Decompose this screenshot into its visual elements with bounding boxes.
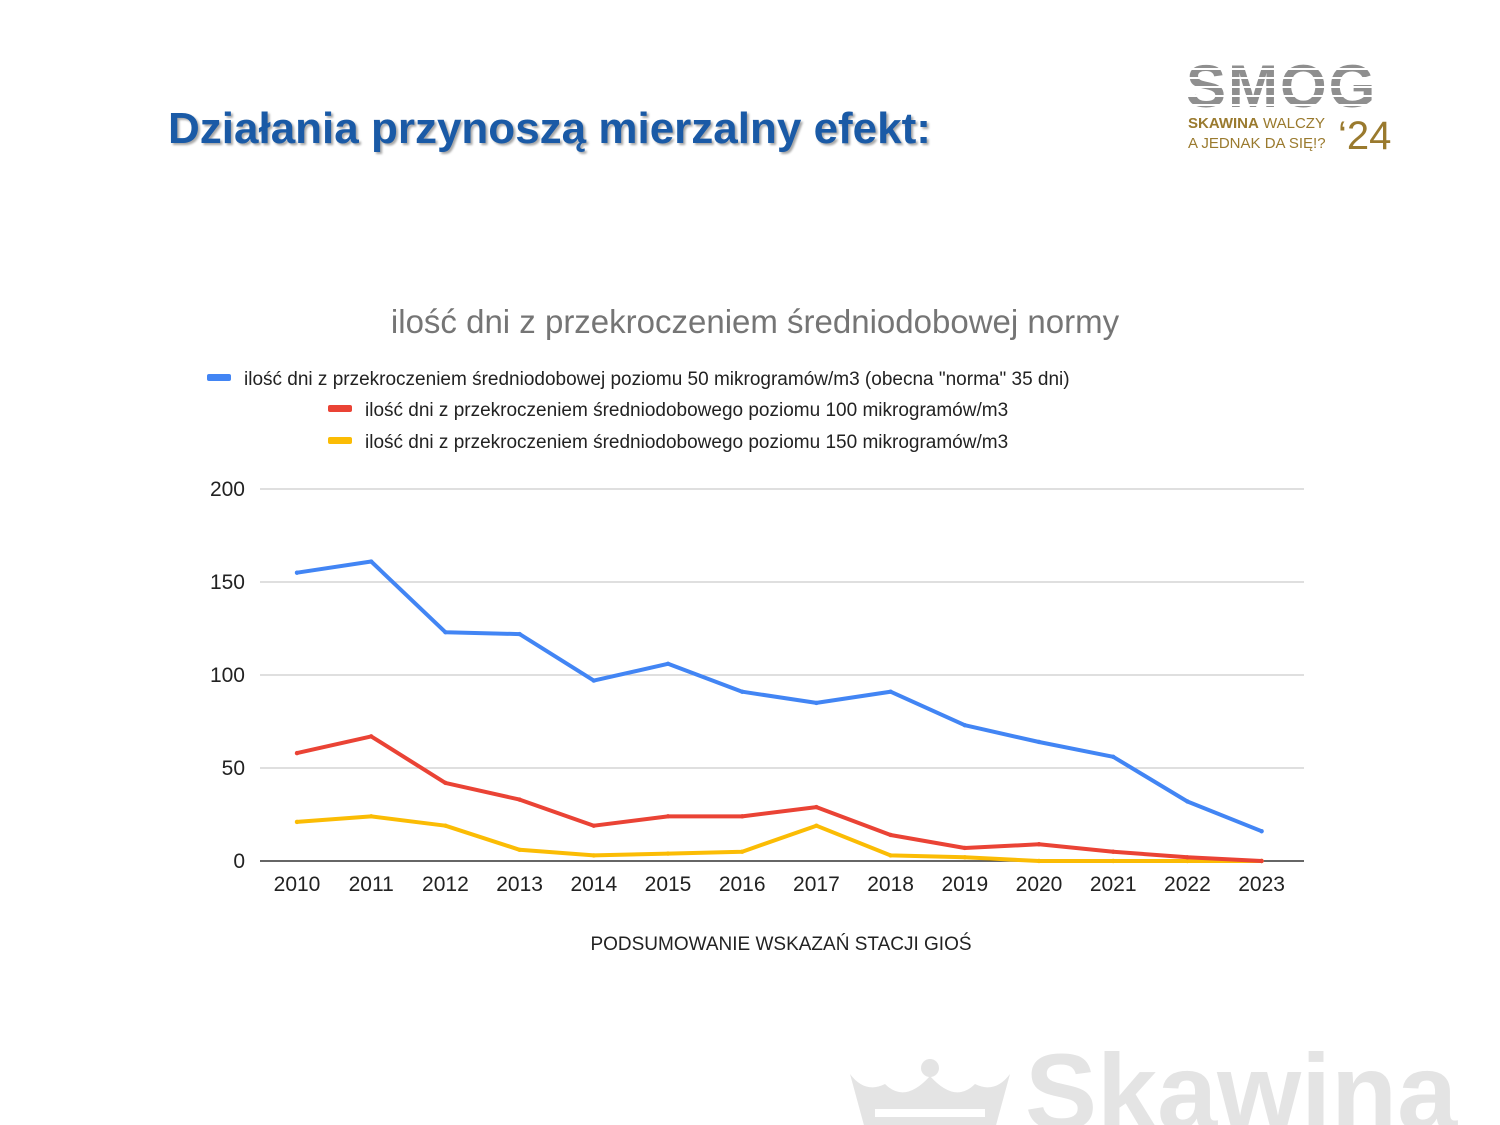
- data-point: [1111, 849, 1116, 854]
- data-point: [1185, 799, 1190, 804]
- legend-swatch-100: [328, 405, 352, 412]
- data-point: [517, 797, 522, 802]
- data-point: [369, 559, 374, 564]
- x-tick-label: 2016: [719, 873, 766, 896]
- legend-label-50: ilość dni z przekroczeniem średniodobowe…: [244, 369, 1070, 390]
- data-point: [1036, 858, 1042, 864]
- x-tick-label: 2012: [422, 873, 469, 896]
- x-tick-label: 2023: [1238, 873, 1285, 896]
- chart-legend: ilość dni z przekroczeniem średniodobowe…: [207, 369, 1070, 453]
- data-point: [740, 689, 745, 694]
- data-point: [517, 847, 522, 853]
- data-point: [294, 819, 300, 825]
- data-point: [369, 814, 374, 819]
- x-tick-label: 2010: [274, 873, 321, 896]
- x-tick-label: 2014: [570, 873, 617, 896]
- y-tick-label: 0: [233, 850, 245, 873]
- data-point: [1036, 842, 1042, 847]
- x-tick-label: 2011: [349, 873, 394, 896]
- chart-title: ilość dni z przekroczeniem średniodobowe…: [391, 303, 1120, 340]
- series-line-2: [295, 814, 1264, 863]
- watermark-text: Skawina: [1025, 1038, 1458, 1125]
- data-point: [740, 814, 745, 819]
- x-tick-label: 2020: [1016, 873, 1063, 896]
- data-point: [665, 814, 671, 819]
- data-point: [814, 823, 819, 828]
- data-point: [443, 630, 448, 635]
- skawina-watermark: Skawina: [845, 1038, 1465, 1125]
- data-point: [443, 823, 448, 828]
- smog-logo: SMOG SKAWINA WALCZY A JEDNAK DA SIĘ!? ‘2…: [1186, 53, 1396, 158]
- y-tick-label: 200: [210, 478, 245, 501]
- data-point: [294, 570, 300, 575]
- logo-tagline-rest: WALCZY: [1258, 115, 1325, 132]
- y-tick-label: 150: [210, 571, 245, 594]
- data-point: [1111, 754, 1116, 760]
- series-line-1: [295, 734, 1264, 863]
- data-point: [591, 853, 596, 858]
- y-tick-label: 100: [210, 664, 245, 687]
- x-axis: 2010 2011 2012 2013 2014 2015 2016 2017 2018 2019…: [274, 873, 1285, 896]
- x-tick-label: 2015: [645, 873, 692, 896]
- logo-tagline-bold: SKAWINA: [1188, 115, 1259, 132]
- logo-tagline-1: SKAWINA WALCZY: [1188, 115, 1325, 132]
- data-point: [1036, 739, 1042, 745]
- legend-label-150: ilość dni z przekroczeniem średniodobowe…: [365, 432, 1008, 453]
- slide-title: Działania przynoszą mierzalny efekt:: [168, 104, 931, 153]
- data-point: [1185, 855, 1190, 860]
- data-point: [665, 661, 671, 667]
- data-point: [814, 700, 819, 706]
- x-tick-label: 2021: [1090, 873, 1137, 896]
- chart-grid: [260, 488, 1304, 862]
- chart-series: [294, 559, 1264, 864]
- data-point: [591, 823, 596, 828]
- data-point: [591, 678, 596, 683]
- data-point: [294, 750, 300, 756]
- x-tick-label: 2022: [1164, 873, 1211, 896]
- logo-tagline-2: A JEDNAK DA SIĘ!?: [1188, 135, 1326, 152]
- data-point: [665, 851, 671, 856]
- crown-icon: [850, 1059, 1010, 1125]
- data-point: [740, 849, 745, 854]
- x-tick-label: 2013: [496, 873, 543, 896]
- data-point: [888, 853, 893, 858]
- x-tick-label: 2017: [793, 873, 840, 896]
- logo-word: SMOG: [1186, 53, 1378, 120]
- data-point: [1185, 858, 1190, 864]
- series-line-0: [295, 559, 1264, 834]
- data-point: [1259, 858, 1264, 864]
- legend-swatch-50: [207, 374, 231, 381]
- legend-swatch-150: [328, 437, 352, 444]
- legend-label-100: ilość dni z przekroczeniem średniodobowe…: [365, 400, 1008, 421]
- data-point: [443, 780, 448, 786]
- data-point: [369, 734, 374, 739]
- data-point: [1259, 829, 1264, 834]
- logo-year: ‘24: [1338, 114, 1392, 158]
- x-tick-label: 2018: [867, 873, 914, 896]
- x-tick-label: 2019: [941, 873, 988, 896]
- data-point: [814, 804, 819, 810]
- data-point: [888, 689, 893, 694]
- y-tick-label: 50: [222, 757, 245, 780]
- data-point: [962, 845, 967, 851]
- data-point: [962, 723, 967, 728]
- y-axis: 0 50 100 150 200: [210, 478, 245, 873]
- data-point: [517, 631, 522, 637]
- x-axis-title: PODSUMOWANIE WSKAZAŃ STACJI GIOŚ: [590, 933, 971, 955]
- data-point: [962, 855, 967, 860]
- data-point: [1111, 858, 1116, 864]
- data-point: [888, 832, 893, 838]
